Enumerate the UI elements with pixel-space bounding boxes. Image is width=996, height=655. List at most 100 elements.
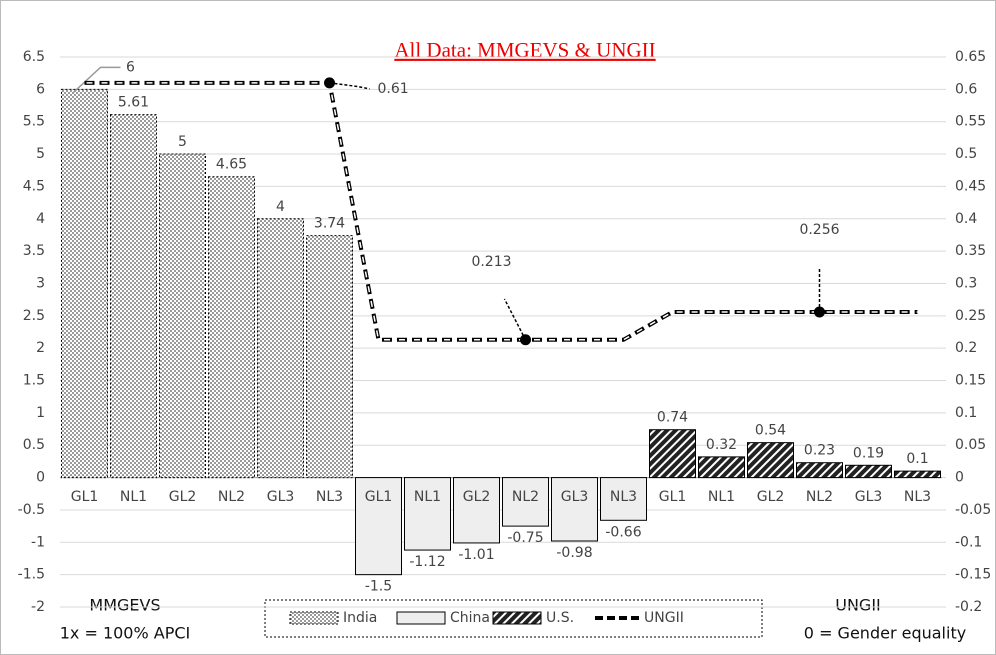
y-axis-label: 1x = 100% APCI	[60, 624, 191, 643]
y2-tick-label: 0.45	[955, 178, 986, 194]
legend-label: China	[450, 610, 490, 626]
legend-label: UNGII	[644, 610, 684, 626]
data-label: 0.23	[804, 443, 835, 459]
y2-tick-label: 0.05	[955, 437, 986, 453]
x-tick-label: GL2	[169, 489, 197, 505]
y-tick-label: 1	[36, 405, 45, 421]
x-tick-label: NL3	[316, 489, 343, 505]
y-axis-label: MMGEVS	[89, 596, 160, 615]
y2-tick-label: 0.5	[955, 146, 977, 162]
data-label: 4	[276, 199, 285, 215]
y-tick-label: 2.5	[23, 308, 45, 324]
x-tick-label: GL2	[463, 489, 491, 505]
y-tick-label: -0.5	[18, 502, 45, 518]
y2-axis-label: UNGII	[835, 596, 881, 615]
data-label: 5.61	[118, 95, 149, 111]
y2-tick-label: 0.65	[955, 49, 986, 65]
legend-label: India	[343, 610, 377, 626]
data-label: 0.19	[853, 445, 884, 461]
x-tick-label: NL2	[806, 489, 833, 505]
x-tick-label: NL2	[512, 489, 539, 505]
data-label: 0.74	[657, 410, 688, 426]
x-tick-label: NL3	[610, 489, 637, 505]
data-label: -1.5	[365, 579, 392, 595]
y2-tick-label: 0.6	[955, 81, 977, 97]
y-tick-label: 3	[36, 275, 45, 291]
bar	[502, 477, 549, 527]
bar	[649, 429, 696, 479]
bar	[747, 442, 794, 479]
y-tick-label: 2	[36, 340, 45, 356]
line-point	[324, 77, 335, 89]
y-tick-label: 0	[36, 470, 45, 486]
bar	[208, 176, 255, 479]
y2-axis-label: 0 = Gender equality	[804, 624, 966, 643]
bar	[159, 153, 206, 479]
bar	[257, 218, 304, 479]
legend-swatch	[396, 611, 446, 625]
y2-tick-label: 0.1	[955, 405, 977, 421]
data-label: 6	[126, 59, 135, 75]
data-label: 5	[178, 134, 187, 150]
data-label: -0.75	[507, 530, 543, 546]
y-tick-label: -1	[31, 534, 45, 550]
y2-tick-label: 0.55	[955, 114, 986, 130]
leader-line	[71, 66, 121, 94]
y2-tick-label: 0.2	[955, 340, 977, 356]
x-tick-label: GL3	[561, 489, 589, 505]
x-tick-label: GL3	[267, 489, 295, 505]
x-tick-label: NL3	[904, 489, 931, 505]
y2-tick-label: -0.15	[955, 567, 991, 583]
data-label: 3.74	[314, 216, 345, 232]
y-tick-label: 1.5	[23, 373, 45, 389]
data-label: 0.256	[799, 222, 839, 238]
y-tick-label: -2	[31, 599, 45, 615]
x-tick-label: NL1	[414, 489, 441, 505]
data-label: -0.98	[556, 545, 592, 561]
data-label: -1.12	[409, 554, 445, 570]
data-label: 4.65	[216, 157, 247, 173]
bar	[796, 462, 843, 479]
chart-title: All Data: MMGEVS & UNGII	[394, 38, 655, 62]
data-label: -1.01	[458, 547, 494, 563]
x-tick-label: GL2	[757, 489, 785, 505]
bar	[698, 456, 745, 479]
bar	[404, 477, 451, 551]
data-label: 0.61	[378, 81, 409, 97]
y-tick-label: 6.5	[23, 49, 45, 65]
legend-box	[264, 599, 763, 638]
y-tick-label: 6	[36, 81, 45, 97]
line-point	[814, 306, 825, 318]
bar	[61, 88, 108, 479]
line-inner	[84, 82, 918, 341]
line-point	[520, 334, 531, 346]
data-label: 0.32	[706, 437, 737, 453]
y2-tick-label: 0.25	[955, 308, 986, 324]
bar	[551, 477, 598, 542]
data-label: 0.213	[471, 254, 511, 270]
data-label: 0.1	[906, 451, 928, 467]
y2-tick-label: 0.15	[955, 373, 986, 389]
y2-tick-label: 0.4	[955, 211, 977, 227]
y-tick-label: 5.5	[23, 114, 45, 130]
legend-label: U.S.	[546, 610, 574, 626]
y-tick-label: 3.5	[23, 243, 45, 259]
bar	[306, 235, 353, 479]
x-tick-label: GL1	[659, 489, 687, 505]
leader-line	[329, 82, 370, 90]
legend-swatch	[289, 611, 339, 625]
x-tick-label: GL1	[71, 489, 99, 505]
y-tick-label: 4.5	[23, 178, 45, 194]
bar	[845, 464, 892, 479]
y-tick-label: -1.5	[18, 567, 45, 583]
data-label: -0.66	[605, 524, 641, 540]
bar	[600, 477, 647, 521]
y2-tick-label: 0.35	[955, 243, 986, 259]
bar	[110, 114, 157, 479]
x-tick-label: NL1	[708, 489, 735, 505]
y2-tick-label: 0	[955, 470, 964, 486]
x-tick-label: NL1	[120, 489, 147, 505]
y-tick-label: 5	[36, 146, 45, 162]
